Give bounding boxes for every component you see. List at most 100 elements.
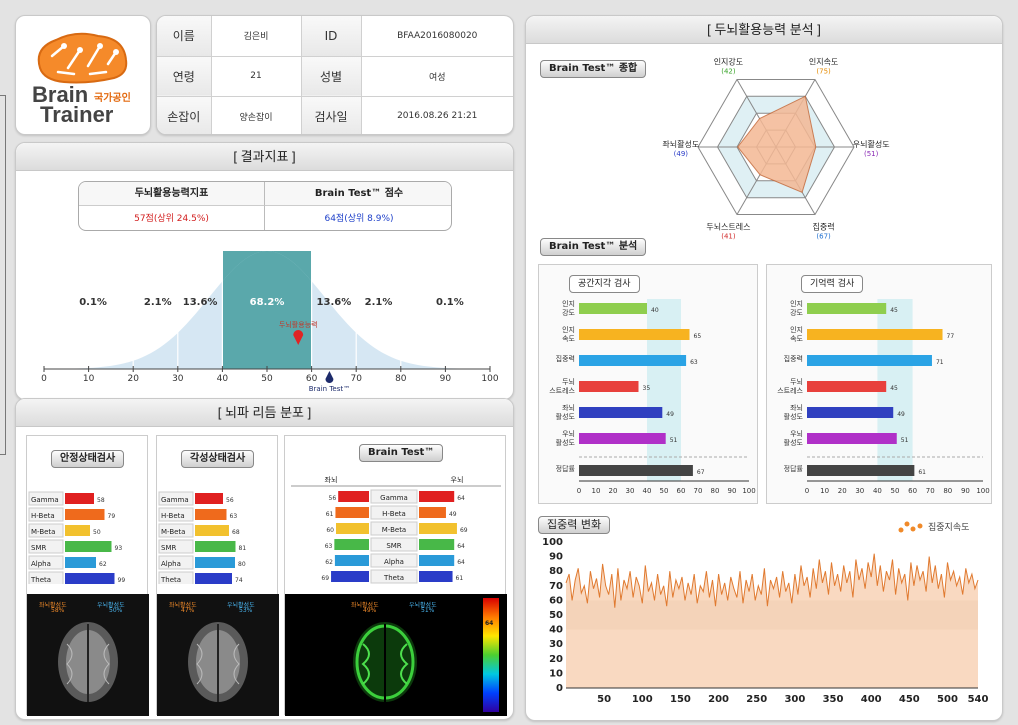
spatial-title: 공간지각 검사 [569, 275, 640, 293]
axis-tick-label: 100 [742, 487, 755, 495]
wave-bar-value: 99 [118, 577, 126, 584]
wave-bar-value: 58 [97, 497, 105, 504]
bt-right-label: 우뇌활성도 [409, 602, 437, 609]
bar-row-label: 집중력 [556, 354, 575, 363]
bar [807, 303, 887, 314]
radar-axis-value: (42) [721, 68, 736, 76]
bt-left-bar [335, 507, 369, 518]
percent-label: 68.2% [250, 297, 285, 308]
bt-band-label: H-Beta [382, 510, 406, 518]
bar [807, 407, 894, 418]
distribution-chart: 0.1% 2.1% 13.6% 68.2% 13.6% 2.1% 0.1% 0 10 20 30 40… [41, 251, 499, 393]
bar [579, 407, 663, 418]
rest-test-tab[interactable]: 안정상태검사 [51, 450, 125, 468]
wave-band-label: H-Beta [161, 512, 185, 520]
axis-tick-label: 80 [943, 487, 952, 495]
axis-tick-label: 80 [711, 487, 720, 495]
axis-tick-label: 70 [694, 487, 703, 495]
x-tick-label: 350 [823, 694, 844, 705]
bt-left-bar [336, 523, 369, 534]
y-tick-label: 80 [549, 566, 563, 577]
x-tick-label: 300 [784, 694, 805, 705]
wave-label-box [158, 555, 194, 570]
y-tick-label: 20 [549, 654, 563, 665]
bar-row-label: 두뇌 [790, 377, 803, 386]
bar-row-label: 활성도 [556, 412, 576, 421]
wave-bar [195, 509, 227, 520]
axis-tick-label: 50 [891, 487, 900, 495]
bt-label-box [370, 521, 418, 536]
brand-badge: 국가공인 [94, 93, 131, 104]
x-tick-label: 100 [632, 694, 653, 705]
axis-tick-label: 0 [577, 487, 581, 495]
wave-label-box [28, 523, 64, 538]
y-tick-label: 60 [549, 595, 563, 606]
axis-tick-label: 90 [961, 487, 970, 495]
braintest-tab[interactable]: Brain Test™ [359, 444, 444, 462]
percent-label: 13.6% [317, 297, 352, 308]
target-band [647, 299, 681, 481]
bar-value: 67 [697, 469, 705, 476]
axis-tick-label: 90 [440, 374, 452, 384]
bt-right-bar [419, 539, 455, 550]
focus-card: 집중력 변화 집중지속도 100 90 80 70 60 50 40 30 20 10 0 50 100… [538, 510, 992, 718]
radar-axis-label: 좌뇌활성도 [662, 139, 699, 149]
bt-label-box [370, 489, 418, 504]
bar-row-label: 스트레스 [549, 386, 575, 395]
axis-tick-label: 50 [660, 487, 669, 495]
bar-value: 65 [694, 333, 702, 340]
dots-icon [898, 521, 923, 533]
wave-band-label: SMR [161, 544, 176, 552]
score-box: 두뇌활용능력지표 Brain Test™ 점수 57점(상위 24.5%) 64… [78, 181, 452, 231]
y-tick-label: 70 [549, 581, 563, 592]
wave-bar-value: 63 [230, 513, 238, 520]
awake-right-label: 우뇌활성도 [227, 602, 255, 609]
axis-tick-label: 30 [855, 487, 864, 495]
brain-logo-icon [37, 32, 128, 84]
bt-right-bar [419, 523, 457, 534]
axis-tick-label: 100 [481, 374, 498, 384]
wave-bar-value: 80 [238, 561, 246, 568]
bar-value: 51 [901, 437, 909, 444]
bar [579, 465, 693, 476]
x-tick-label: 50 [597, 694, 611, 705]
marker1-pin [293, 330, 304, 345]
label-date: 검사일 [301, 96, 362, 134]
y-tick-label: 50 [549, 610, 563, 621]
radar-area [737, 95, 817, 193]
wave-bar [65, 525, 90, 536]
radar-axis-label: 우뇌활성도 [853, 139, 890, 149]
bt-left-value: 56 [329, 495, 337, 502]
radar-axis-value: (75) [816, 68, 831, 76]
wave-bar-value: 74 [235, 577, 243, 584]
y-tick-label: 10 [549, 668, 563, 679]
analysis-tab[interactable]: Brain Test™ 분석 [540, 238, 647, 256]
label-age: 연령 [157, 56, 212, 97]
braintest-brain-image: 좌뇌활성도 49% 우뇌활성도 51% 64 [285, 594, 507, 716]
radar-axis-value: (51) [864, 150, 879, 158]
label-id: ID [301, 16, 362, 57]
wave-band-label: Theta [160, 576, 181, 584]
bt-label-box [370, 537, 418, 552]
bar [807, 465, 915, 476]
wave-band-label: H-Beta [31, 512, 55, 520]
bar-value: 49 [897, 411, 905, 418]
rest-bars: Gamma 58 H-Beta 79 M-Beta 50 SMR 93 Alpha 62 Theta… [28, 491, 126, 584]
x-tick-label: 500 [937, 694, 958, 705]
bt-band-label: Alpha [384, 558, 404, 566]
awake-test-tab[interactable]: 각성상태검사 [181, 450, 255, 468]
bar-row-label: 속도 [562, 335, 575, 343]
focus-title: 집중력 변화 [538, 516, 611, 534]
radar-axis-label: 인지강도 [714, 57, 743, 67]
y-tick-label: 30 [549, 639, 563, 650]
wave-bar [65, 509, 105, 520]
marker1-label: 두뇌활용능력 [279, 320, 318, 329]
wave-label-box [158, 507, 194, 522]
bar [807, 433, 897, 444]
bt-right-header: 우뇌 [451, 475, 464, 484]
bar-row-label: 우뇌 [562, 429, 575, 438]
summary-tab[interactable]: Brain Test™ 종합 [540, 60, 647, 78]
axis-tick-label: 100 [976, 487, 989, 495]
